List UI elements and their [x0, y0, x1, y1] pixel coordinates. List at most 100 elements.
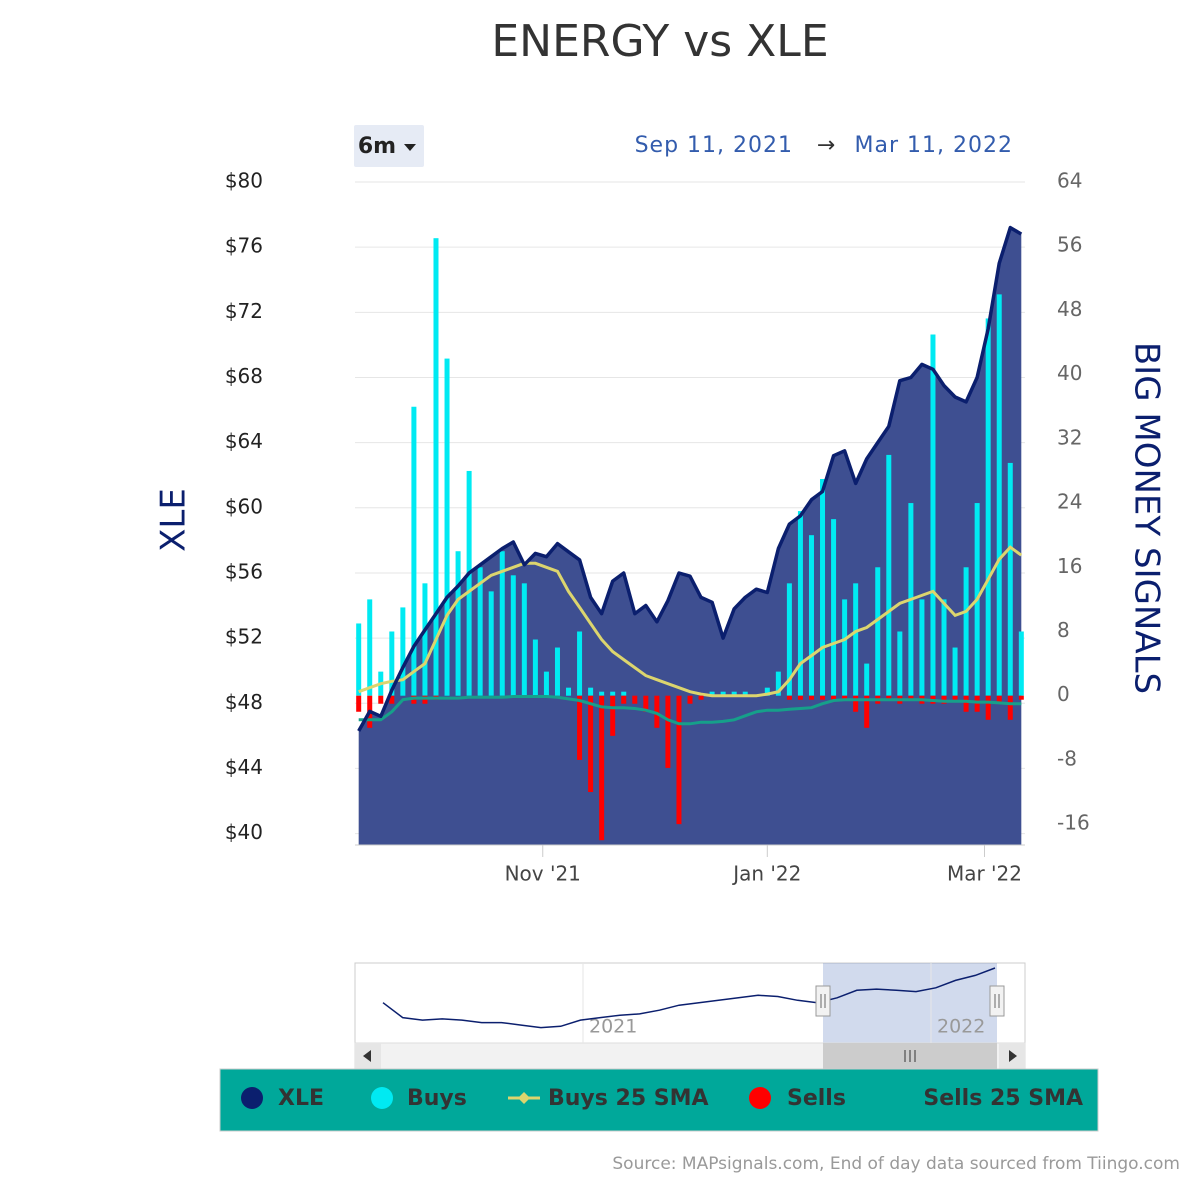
legend-symbol [371, 1087, 393, 1109]
bar [411, 695, 417, 704]
y-tick-label: $72 [225, 299, 263, 323]
bar [908, 695, 914, 700]
x-tick-label: Mar '22 [947, 862, 1022, 886]
navigator-label: 2021 [589, 1016, 637, 1038]
y-tick-label: $60 [225, 494, 263, 518]
legend-label[interactable]: XLE [278, 1086, 324, 1111]
bar [566, 687, 572, 696]
navigator-mask[interactable] [823, 963, 997, 1043]
bar [897, 631, 903, 696]
bar [422, 583, 428, 696]
bar [786, 583, 792, 696]
bar [588, 695, 594, 793]
bar [808, 535, 814, 696]
bar [477, 567, 483, 696]
y-tick-label: $68 [225, 364, 263, 388]
legend-symbol [241, 1087, 263, 1109]
bar [599, 695, 605, 841]
bar [433, 238, 439, 696]
bar [864, 695, 870, 728]
bar [599, 691, 605, 696]
legend-label[interactable]: Sells 25 SMA [923, 1086, 1083, 1111]
legend-label[interactable]: Sells [787, 1086, 846, 1111]
bar [488, 591, 494, 696]
chart-title: ENERGY vs XLE [491, 16, 828, 67]
xle-line [357, 225, 1023, 732]
y-tick-label: $52 [225, 625, 263, 649]
bar [831, 695, 837, 700]
y2-tick-label: -8 [1057, 746, 1077, 770]
range-to: Mar 11, 2022 [855, 133, 1013, 158]
y2-tick-label: 48 [1057, 297, 1082, 321]
source-note: Source: MAPsignals.com, End of day data … [612, 1154, 1180, 1174]
handle-grip [820, 994, 826, 1008]
bar [577, 695, 583, 760]
bar [886, 454, 892, 696]
bar [820, 478, 826, 696]
bar [941, 695, 947, 704]
bar [952, 695, 958, 700]
legend-label[interactable]: Buys [407, 1086, 467, 1111]
legend-box [219, 1068, 1099, 1132]
bar [963, 567, 969, 696]
y2-tick-label: 8 [1057, 618, 1070, 642]
y2-axis-title: BIG MONEY SIGNALS [1127, 342, 1167, 694]
bar [775, 671, 781, 696]
y2-tick-label: 0 [1057, 682, 1070, 706]
bar [643, 695, 649, 712]
x-tick-label: Nov '21 [505, 862, 581, 886]
legend-label[interactable]: Buys 25 SMA [548, 1086, 709, 1111]
y-tick-label: $40 [225, 820, 263, 844]
bar [1018, 695, 1024, 700]
range-button[interactable] [354, 125, 424, 167]
range-arrow: → [817, 133, 835, 158]
navigator-handle[interactable] [815, 985, 831, 1017]
bar [720, 691, 726, 696]
bar [963, 695, 969, 712]
bar [797, 695, 803, 700]
bar [919, 599, 925, 696]
sma-line [358, 545, 1023, 698]
y2-tick-label: 64 [1057, 169, 1082, 193]
bar [577, 631, 583, 696]
bar [731, 691, 737, 696]
navigator-line [382, 967, 996, 1029]
bar [411, 406, 417, 696]
scroll-grip [904, 1050, 916, 1062]
y2-tick-label: 40 [1057, 361, 1082, 385]
bar [466, 470, 472, 696]
bar [1007, 695, 1013, 720]
x-tick-label: Jan '22 [731, 862, 801, 886]
bar [764, 687, 770, 696]
bar [1007, 462, 1013, 696]
dropdown-caret [404, 144, 416, 151]
bar [356, 695, 362, 712]
legend-symbol [749, 1087, 771, 1109]
bar [632, 695, 638, 704]
y2-tick-label: 16 [1057, 554, 1082, 578]
bar [621, 691, 627, 696]
bar [378, 695, 384, 704]
bar [367, 599, 373, 696]
navigator-handle[interactable] [989, 985, 1005, 1017]
bar [499, 551, 505, 696]
scroll-left-arrow [363, 1050, 371, 1062]
bar [996, 695, 1002, 704]
bar [985, 695, 991, 720]
y2-tick-label: 32 [1057, 425, 1082, 449]
bar [930, 334, 936, 696]
bar [853, 695, 859, 712]
bar [665, 695, 671, 768]
range-button-label[interactable]: 6m [358, 134, 396, 159]
bar [687, 695, 693, 704]
bar [400, 607, 406, 696]
bar [554, 647, 560, 696]
bar [389, 695, 395, 704]
bar [875, 567, 881, 696]
bar [356, 623, 362, 696]
bar [654, 695, 660, 728]
y-axis-title: XLE [154, 488, 194, 552]
bar [941, 599, 947, 696]
bar [610, 691, 616, 696]
bar [985, 318, 991, 696]
